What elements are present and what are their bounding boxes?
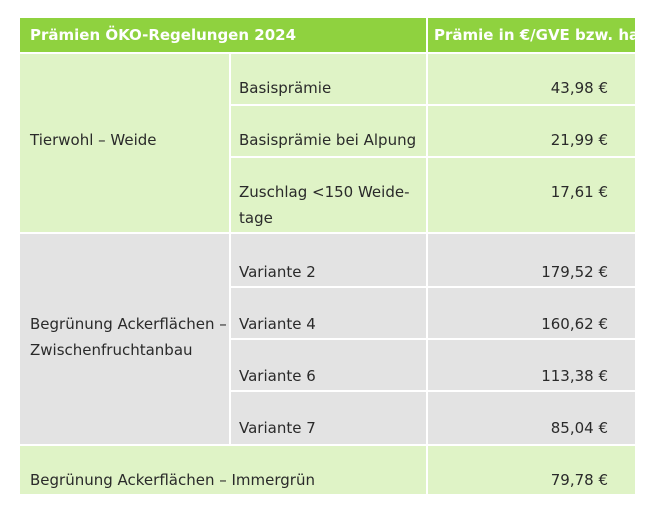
row-value: 17,61 € [550,183,608,201]
row-label: Variante 4 [239,315,316,333]
row-label: Zuschlag <150 Weide- [239,183,410,201]
divider [229,338,635,340]
row-label: Variante 2 [239,263,316,281]
divider [229,104,635,106]
group-tierwohl-label: Tierwohl – Weide [30,131,157,149]
group-zwischenfrucht-label: Zwischenfruchtanbau [30,341,193,359]
header-value-column: Prämie in €/GVE bzw. ha [434,26,640,44]
group-zwischenfrucht-label: Begrünung Ackerflächen – [30,315,227,333]
row-value: 43,98 € [550,79,608,97]
row-value: 85,04 € [550,419,608,437]
divider [229,156,635,158]
group-tierwohl [20,54,635,232]
row-label: Basisprämie bei Alpung [239,131,417,149]
group-immergruen-label: Begrünung Ackerflächen – Immergrün [30,471,315,489]
row-value: 79,78 € [550,471,608,489]
row-label: tage [239,209,273,227]
row-label: Variante 7 [239,419,316,437]
row-value: 179,52 € [541,263,608,281]
divider [229,286,635,288]
group-immergruen [20,446,635,494]
table-header: Prämien ÖKO-Regelungen 2024 Prämie in €/… [20,18,639,52]
row-label: Variante 6 [239,367,316,385]
divider [229,390,635,392]
row-value: 21,99 € [550,131,608,149]
divider [229,54,231,444]
row-label: Basisprämie [239,79,332,97]
header-title: Prämien ÖKO-Regelungen 2024 [30,26,297,44]
row-value: 113,38 € [541,367,608,385]
divider [426,18,428,494]
row-value: 160,62 € [541,315,608,333]
